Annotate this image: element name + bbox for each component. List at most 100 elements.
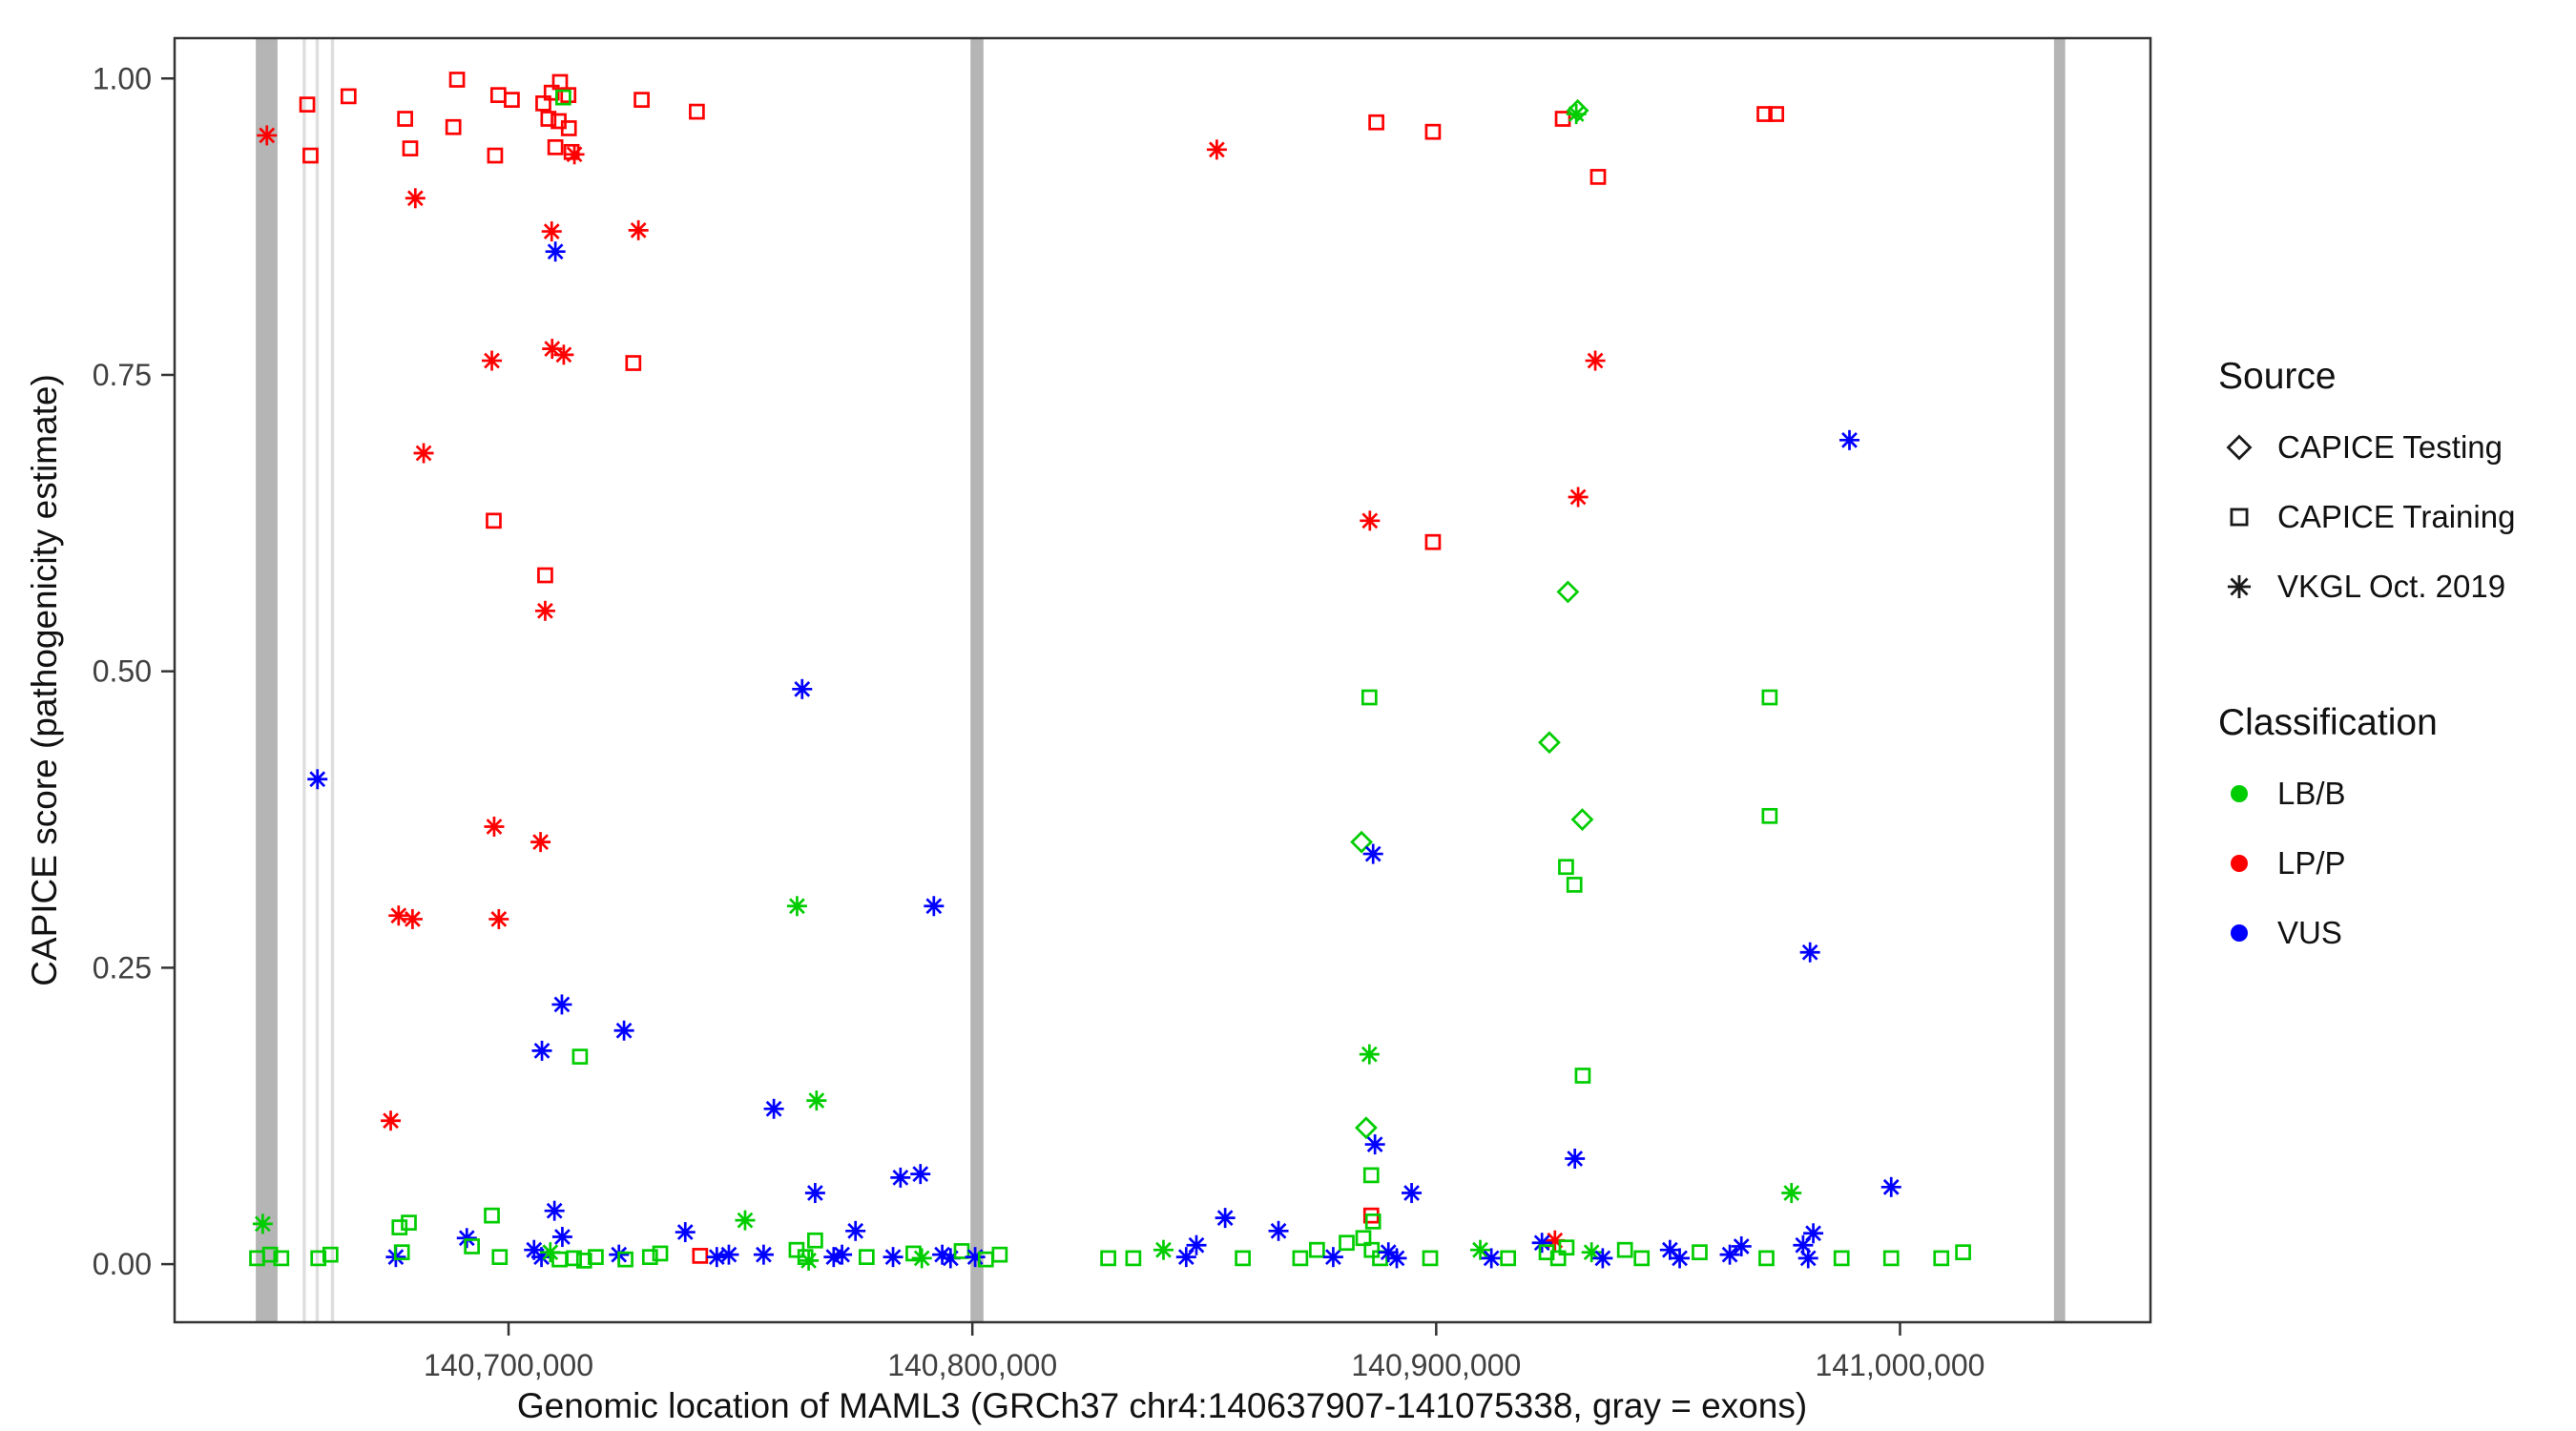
data-point	[1558, 859, 1574, 876]
data-point	[555, 89, 571, 106]
data-point	[484, 816, 505, 837]
data-point	[482, 350, 503, 371]
data-point	[1882, 1250, 1900, 1267]
data-point	[575, 1253, 592, 1269]
data-point	[625, 355, 642, 371]
data-point	[393, 1244, 410, 1261]
y-tick-label: 0.25	[93, 950, 152, 985]
data-point	[1481, 1248, 1502, 1269]
data-point	[273, 1250, 290, 1267]
data-point	[547, 138, 564, 156]
data-point	[1768, 106, 1785, 122]
exon-bar	[330, 39, 335, 1321]
data-point	[464, 1238, 480, 1255]
legend-item-label: VKGL Oct. 2019	[2277, 568, 2506, 604]
data-point	[1424, 533, 1442, 550]
data-point	[381, 1110, 402, 1131]
data-point	[566, 1250, 582, 1267]
data-point	[706, 1247, 727, 1268]
x-axis-title: Genomic location of MAML3 (GRCh37 chr4:1…	[516, 1386, 1808, 1425]
data-point	[488, 908, 509, 929]
data-point	[1424, 123, 1442, 140]
data-point	[405, 188, 426, 209]
green-dot-icon	[2218, 773, 2260, 815]
data-point	[1100, 1250, 1116, 1267]
legend-item-label: LP/P	[2277, 844, 2346, 881]
legend-source: Source CAPICE Testing CAPICE Training VK…	[2218, 355, 2515, 621]
data-point	[1570, 808, 1594, 831]
data-point	[402, 908, 423, 929]
data-point	[753, 1244, 774, 1265]
legend-source-title: Source	[2218, 356, 2337, 397]
data-point	[1355, 1230, 1372, 1247]
data-point	[1364, 1134, 1385, 1155]
data-point	[1797, 1248, 1818, 1269]
data-point	[551, 1251, 568, 1268]
data-point	[560, 87, 577, 104]
x-tick-label: 140,900,000	[1351, 1348, 1521, 1382]
data-point	[890, 1167, 911, 1188]
data-point	[1362, 843, 1383, 864]
data-point	[858, 1249, 875, 1265]
data-point	[1833, 1250, 1850, 1267]
data-point	[675, 1222, 696, 1243]
data-point	[553, 344, 574, 365]
legend-item-label: CAPICE Training	[2277, 498, 2516, 534]
data-point	[1803, 1223, 1824, 1244]
data-point	[1574, 1068, 1591, 1084]
data-point	[1292, 1250, 1309, 1267]
data-point	[1360, 510, 1381, 531]
data-point	[534, 600, 555, 621]
data-point	[1531, 1233, 1552, 1254]
data-point	[792, 678, 813, 699]
data-point	[560, 120, 577, 136]
data-point	[692, 1248, 709, 1264]
legend-item-lpp: LP/P	[2218, 828, 2515, 898]
data-point	[905, 1245, 922, 1262]
data-point	[540, 111, 557, 127]
data-point	[1585, 350, 1606, 371]
data-point	[491, 1249, 509, 1265]
data-point	[1566, 104, 1587, 125]
data-point	[689, 103, 705, 120]
data-point	[543, 84, 560, 101]
legend-classification-title: Classification	[2218, 702, 2438, 743]
legend-item-vkgl: VKGL Oct. 2019	[2218, 551, 2515, 621]
data-point	[588, 1249, 604, 1265]
data-point	[1955, 1244, 1971, 1261]
panel-border	[173, 36, 2152, 1324]
data-point	[564, 144, 585, 165]
data-point	[1125, 1250, 1142, 1267]
data-point	[530, 832, 551, 853]
legend-item-label: VUS	[2277, 914, 2342, 950]
data-point	[718, 1244, 739, 1265]
data-point	[832, 1244, 853, 1265]
data-point	[1781, 1183, 1802, 1204]
data-point	[910, 1164, 931, 1185]
y-tick-label: 1.00	[93, 61, 152, 95]
data-point	[628, 219, 649, 240]
data-point	[634, 92, 650, 108]
data-point	[1359, 1044, 1380, 1065]
data-point	[402, 140, 419, 156]
data-point	[1235, 1250, 1251, 1267]
data-point	[1322, 1247, 1343, 1268]
data-point	[924, 896, 945, 917]
blue-dot-icon	[2218, 912, 2260, 954]
legend-item-capice-testing: CAPICE Testing	[2218, 412, 2515, 482]
data-point	[1565, 1148, 1586, 1169]
data-point	[261, 1246, 279, 1263]
data-point	[1554, 111, 1571, 127]
data-point	[551, 73, 569, 91]
data-point	[531, 1040, 552, 1061]
data-point	[1355, 1116, 1378, 1140]
data-point	[504, 92, 520, 108]
data-point	[1589, 169, 1607, 185]
legend-item-capice-training: CAPICE Training	[2218, 482, 2515, 551]
data-point	[484, 1207, 500, 1224]
data-point	[551, 1227, 572, 1248]
square-marker-icon	[2218, 496, 2260, 538]
data-point	[763, 1098, 784, 1119]
data-point	[1558, 1239, 1575, 1256]
